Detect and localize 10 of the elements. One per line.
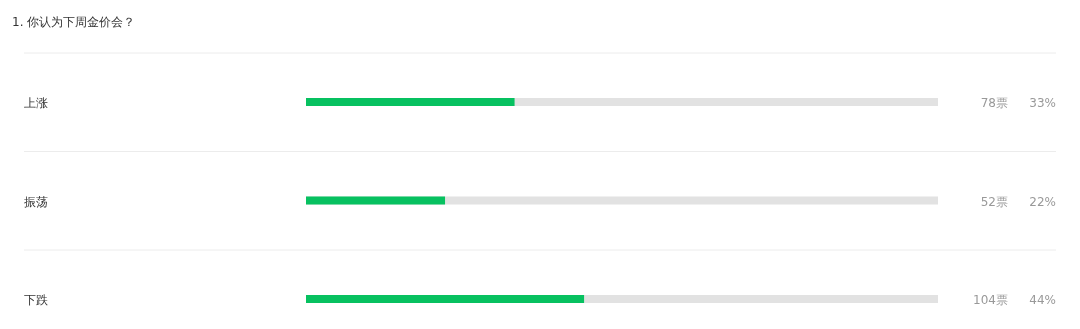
data-label: 44% xyxy=(1029,293,1056,307)
y-tick-label: 振荡 xyxy=(24,194,48,209)
data-label: 33% xyxy=(1029,96,1056,110)
y-tick-label: 下跌 xyxy=(24,293,48,307)
text: 1. 你认为下周金价会？ xyxy=(12,15,136,29)
text: 78票 xyxy=(980,96,1008,110)
text: 104票 xyxy=(973,293,1008,307)
y-tick-label: 上涨 xyxy=(24,96,48,110)
text: 52票 xyxy=(980,194,1008,209)
data-label: 22% xyxy=(1029,194,1056,209)
